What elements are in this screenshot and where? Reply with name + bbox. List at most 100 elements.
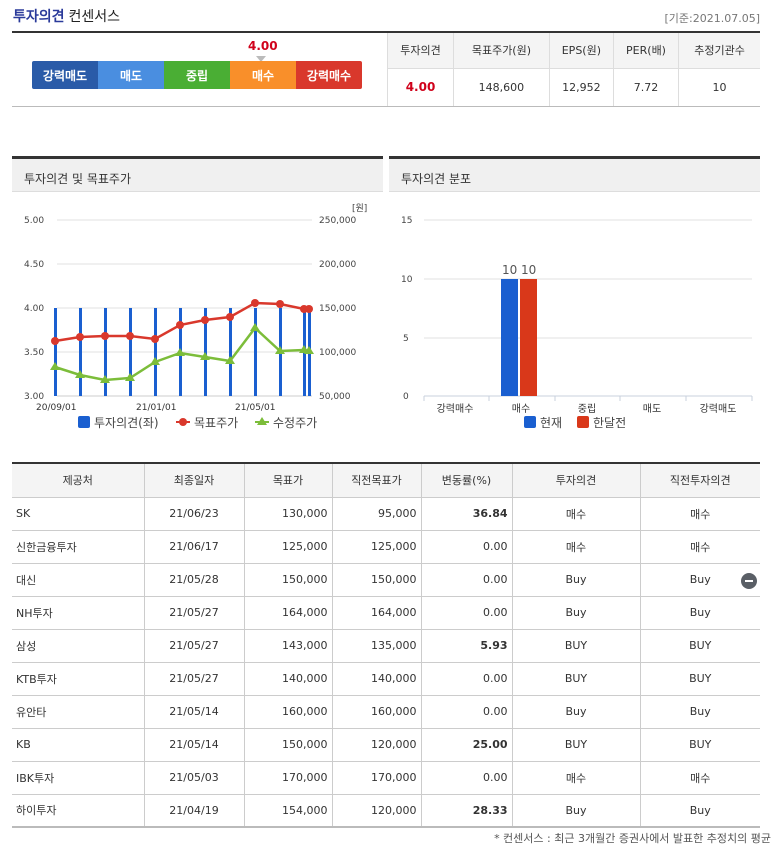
opinion-marker-icon <box>256 56 266 62</box>
broker: KB <box>12 728 144 762</box>
opinion: 매수 <box>511 497 640 531</box>
summary-target-price: 148,600 <box>453 68 550 106</box>
date: 21/05/03 <box>143 761 244 795</box>
broker: SK <box>12 497 144 531</box>
table-row: SK 21/06/23 130,000 95,000 36.84 매수 매수 <box>12 497 760 531</box>
col-header-broker: 제공처 <box>12 462 144 498</box>
divider <box>12 106 760 107</box>
scale-sell: 매도 <box>98 61 164 89</box>
opinion: 매수 <box>511 761 640 795</box>
adjusted-price-line <box>50 323 314 383</box>
opinion: BUY <box>511 629 640 663</box>
summary-per: 7.72 <box>612 68 679 106</box>
scale-strong-sell: 강력매도 <box>32 61 98 89</box>
svg-text:5.00: 5.00 <box>24 216 44 226</box>
svg-text:4.00: 4.00 <box>24 304 44 314</box>
target: 125,000 <box>243 530 332 564</box>
svg-text:20/09/01: 20/09/01 <box>36 403 76 413</box>
target: 154,000 <box>243 794 332 828</box>
prev-target: 164,000 <box>331 596 421 630</box>
prev-opinion: 매수 <box>639 497 760 531</box>
table-row: 삼성 21/05/27 143,000 135,000 5.93 BUY BUY <box>12 629 760 663</box>
broker: 신한금융투자 <box>12 530 144 564</box>
prev-target: 95,000 <box>331 497 421 531</box>
change: 36.84 <box>420 497 512 531</box>
prev-opinion: Buy <box>639 563 760 597</box>
target: 140,000 <box>243 662 332 696</box>
summary-header: 투자의견 <box>386 33 454 69</box>
svg-text:[원]: [원] <box>352 203 367 214</box>
col-header-opinion: 투자의견 <box>511 462 640 498</box>
svg-text:중립: 중립 <box>578 402 596 415</box>
change: 5.93 <box>420 629 512 663</box>
target: 160,000 <box>243 695 332 729</box>
svg-text:투자의견(좌): 투자의견(좌) <box>94 416 159 430</box>
table-row: 대신 21/05/28 150,000 150,000 0.00 Buy Buy <box>12 563 760 597</box>
opinion: BUY <box>511 728 640 762</box>
table-row: NH투자 21/05/27 164,000 164,000 0.00 Buy B… <box>12 596 760 630</box>
change: 0.00 <box>420 596 512 630</box>
col-header-change: 변동률(%) <box>420 462 512 498</box>
prev-target: 150,000 <box>331 563 421 597</box>
prev-target: 120,000 <box>331 728 421 762</box>
svg-text:5: 5 <box>403 334 409 344</box>
change: 0.00 <box>420 662 512 696</box>
collapse-minus-icon[interactable] <box>741 573 757 589</box>
scale-neutral: 중립 <box>164 61 230 89</box>
prev-opinion: BUY <box>639 629 760 663</box>
date: 21/06/23 <box>143 497 244 531</box>
date: 21/05/28 <box>143 563 244 597</box>
table-row: IBK투자 21/05/03 170,000 170,000 0.00 매수 매… <box>12 761 760 795</box>
summary-header: 추정기관수 <box>678 33 760 69</box>
opinion: Buy <box>511 563 640 597</box>
broker: 삼성 <box>12 629 144 663</box>
summary-opinion: 4.00 <box>386 68 454 106</box>
svg-text:매수: 매수 <box>512 403 530 415</box>
table-row: 하이투자 21/04/19 154,000 120,000 28.33 Buy … <box>12 794 760 828</box>
bar-chart[interactable]: 15 10 5 0 10 10 강력매수 매수 중립 매도 강력매도 현재 <box>389 192 760 442</box>
grid: 5.00 4.50 4.00 3.50 3.00 250,000 200,000… <box>24 203 367 402</box>
title-main: 투자의견 <box>13 9 65 25</box>
svg-text:현재: 현재 <box>540 416 562 430</box>
date: 21/05/27 <box>143 596 244 630</box>
consensus-summary-table: 투자의견 목표주가(원) EPS(원) PER(배) 추정기관수 4.00 14… <box>386 33 760 106</box>
line-chart[interactable]: 5.00 4.50 4.00 3.50 3.00 250,000 200,000… <box>12 192 383 442</box>
prev-target: 125,000 <box>331 530 421 564</box>
svg-text:0: 0 <box>403 392 409 402</box>
scale-buy: 매수 <box>230 61 296 89</box>
svg-text:200,000: 200,000 <box>319 260 356 270</box>
base-date: [기준:2021.07.05] <box>664 12 760 25</box>
table-row: KTB투자 21/05/27 140,000 140,000 0.00 BUY … <box>12 662 760 696</box>
broker: NH투자 <box>12 596 144 630</box>
svg-text:10: 10 <box>401 275 413 285</box>
summary-header: EPS(원) <box>548 33 614 69</box>
svg-text:21/01/01: 21/01/01 <box>136 403 176 413</box>
prev-opinion: Buy <box>639 794 760 828</box>
opinion: Buy <box>511 794 640 828</box>
date: 21/05/27 <box>143 629 244 663</box>
svg-text:강력매수: 강력매수 <box>437 403 474 415</box>
opinion-marker-value: 4.00 <box>248 39 278 53</box>
prev-opinion: Buy <box>639 695 760 729</box>
title-sub: 컨센서스 <box>68 9 121 25</box>
target: 150,000 <box>243 563 332 597</box>
panel-title: 투자의견 분포 <box>389 156 760 192</box>
prev-target: 135,000 <box>331 629 421 663</box>
target: 130,000 <box>243 497 332 531</box>
svg-text:수정주가: 수정주가 <box>273 416 317 430</box>
table-row: 유안타 21/05/14 160,000 160,000 0.00 Buy Bu… <box>12 695 760 729</box>
page-title: 투자의견 컨센서스 <box>13 6 120 26</box>
change: 28.33 <box>420 794 512 828</box>
panel-title: 투자의견 및 목표주가 <box>12 156 383 192</box>
change: 25.00 <box>420 728 512 762</box>
opinion-scale: 강력매도 매도 중립 매수 강력매수 <box>32 61 362 89</box>
svg-text:목표주가: 목표주가 <box>194 416 238 430</box>
x-axis-labels: 강력매수 매수 중립 매도 강력매도 <box>437 402 737 415</box>
prev-opinion: BUY <box>639 662 760 696</box>
opinion-distribution-chart-panel: 투자의견 분포 15 10 5 0 10 10 강력매수 매수 <box>389 156 760 442</box>
target: 150,000 <box>243 728 332 762</box>
svg-text:강력매도: 강력매도 <box>700 403 737 415</box>
opinion: Buy <box>511 596 640 630</box>
target: 143,000 <box>243 629 332 663</box>
summary-institutions: 10 <box>678 68 760 106</box>
